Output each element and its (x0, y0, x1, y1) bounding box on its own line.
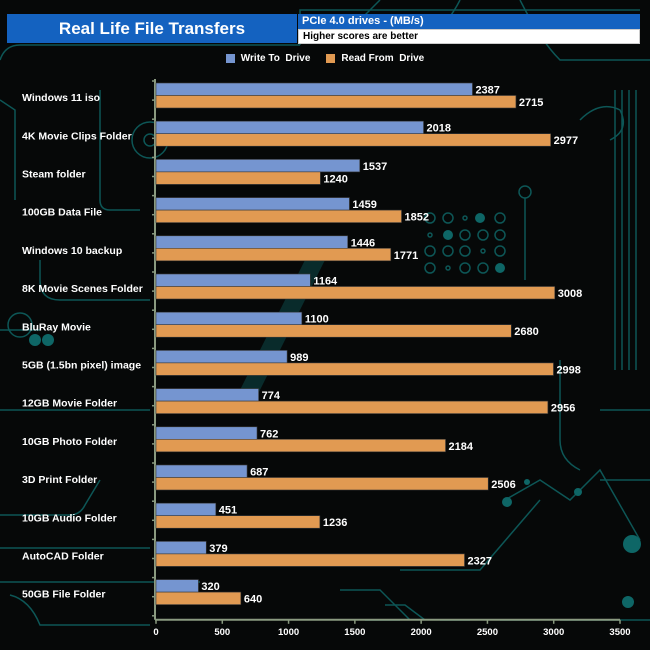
bar-read (155, 209, 402, 223)
data-label: 1459 (352, 199, 376, 211)
bar-write (155, 120, 424, 134)
bar-read (155, 133, 551, 147)
bar-write (155, 502, 217, 517)
x-tick-label: 2500 (477, 627, 498, 638)
category-label: 50GB File Folder (22, 589, 105, 601)
category-label: Windows 11 iso (22, 92, 100, 104)
data-label: 1771 (394, 250, 418, 262)
chart-subtitle: PCIe 4.0 drives - (MB/s) (298, 14, 640, 29)
bar-read (155, 591, 242, 605)
bar-write (155, 235, 348, 249)
bar-write (155, 311, 303, 326)
data-label: 774 (262, 390, 281, 402)
bar-read (155, 400, 549, 414)
data-label: 1852 (405, 212, 429, 224)
data-label: 2184 (449, 441, 474, 453)
category-label: BluRay Movie (22, 321, 91, 333)
bar-write (155, 579, 199, 593)
legend: Write To Drive Read From Drive (0, 53, 650, 64)
data-label: 2977 (554, 135, 578, 147)
legend-label-read: Read From Drive (341, 53, 425, 64)
bar-write (155, 159, 361, 173)
data-label: 1537 (363, 161, 387, 173)
bar-write (155, 350, 288, 364)
category-label: 5GB (1.5bn pixel) image (22, 360, 141, 372)
x-tick-label: 1500 (344, 627, 365, 638)
bar-read (155, 362, 554, 376)
data-label: 1446 (351, 237, 375, 249)
data-label: 762 (260, 428, 278, 440)
data-label: 2998 (556, 364, 580, 376)
legend-label-write: Write To Drive (240, 53, 311, 64)
x-tick-label: 3500 (609, 627, 630, 638)
category-label: Steam folder (22, 169, 86, 181)
legend-swatch-write (225, 54, 235, 63)
bar-read (155, 477, 489, 491)
bar-write (155, 541, 207, 555)
chart-title: Real Life File Transfers (7, 14, 297, 43)
data-label: 2680 (514, 326, 538, 338)
data-label: 687 (250, 467, 268, 479)
data-label: 2715 (519, 97, 543, 109)
data-label: 3008 (558, 288, 582, 300)
bar-read (155, 248, 392, 262)
bar-read (155, 553, 465, 567)
bar-read (155, 286, 556, 300)
bar-read (155, 171, 321, 185)
category-label: 10GB Photo Folder (22, 436, 117, 448)
bar-write (155, 426, 258, 440)
category-label: 100GB Data File (22, 207, 102, 219)
bar-read (155, 515, 321, 529)
legend-swatch-read (326, 54, 336, 63)
data-label: 2956 (551, 403, 575, 415)
bar-read (155, 95, 517, 109)
data-label: 2387 (475, 85, 499, 97)
data-label: 379 (209, 543, 227, 555)
chart-note: Higher scores are better (298, 29, 640, 44)
data-label: 640 (244, 594, 262, 606)
category-label: 3D Print Folder (22, 474, 97, 486)
x-tick-label: 3000 (543, 627, 564, 638)
x-tick-label: 1000 (278, 627, 299, 638)
bar-write (155, 197, 350, 211)
bar-write (155, 82, 473, 96)
legend-item-write: Write To Drive (225, 53, 311, 64)
category-label: 4K Movie Clips Folder (22, 130, 132, 142)
legend-item-read: Read From Drive (326, 53, 424, 64)
data-label: 451 (219, 505, 237, 517)
data-label: 1236 (323, 517, 347, 529)
bar-write (155, 464, 248, 478)
x-tick-label: 0 (153, 627, 158, 638)
category-label: Windows 10 backup (22, 245, 122, 257)
category-label: 12GB Movie Folder (22, 398, 117, 410)
bar-read (155, 324, 512, 338)
category-label: AutoCAD Folder (22, 551, 104, 563)
bar-write (155, 388, 259, 402)
data-label: 2327 (467, 555, 491, 567)
bar-read (155, 438, 446, 453)
x-tick-label: 2000 (411, 627, 432, 638)
data-label: 1240 (323, 173, 347, 185)
category-label: 8K Movie Scenes Folder (22, 283, 143, 295)
data-label: 2018 (427, 123, 451, 135)
category-label: 10GB Audio Folder (22, 512, 117, 524)
data-label: 320 (201, 581, 219, 593)
bar-write (155, 273, 311, 287)
data-label: 2506 (491, 479, 515, 491)
x-tick-label: 500 (214, 627, 230, 638)
subtitle-box: PCIe 4.0 drives - (MB/s) Higher scores a… (298, 14, 640, 44)
data-label: 1100 (305, 314, 329, 326)
data-label: 1164 (313, 276, 338, 288)
data-label: 989 (290, 352, 308, 364)
